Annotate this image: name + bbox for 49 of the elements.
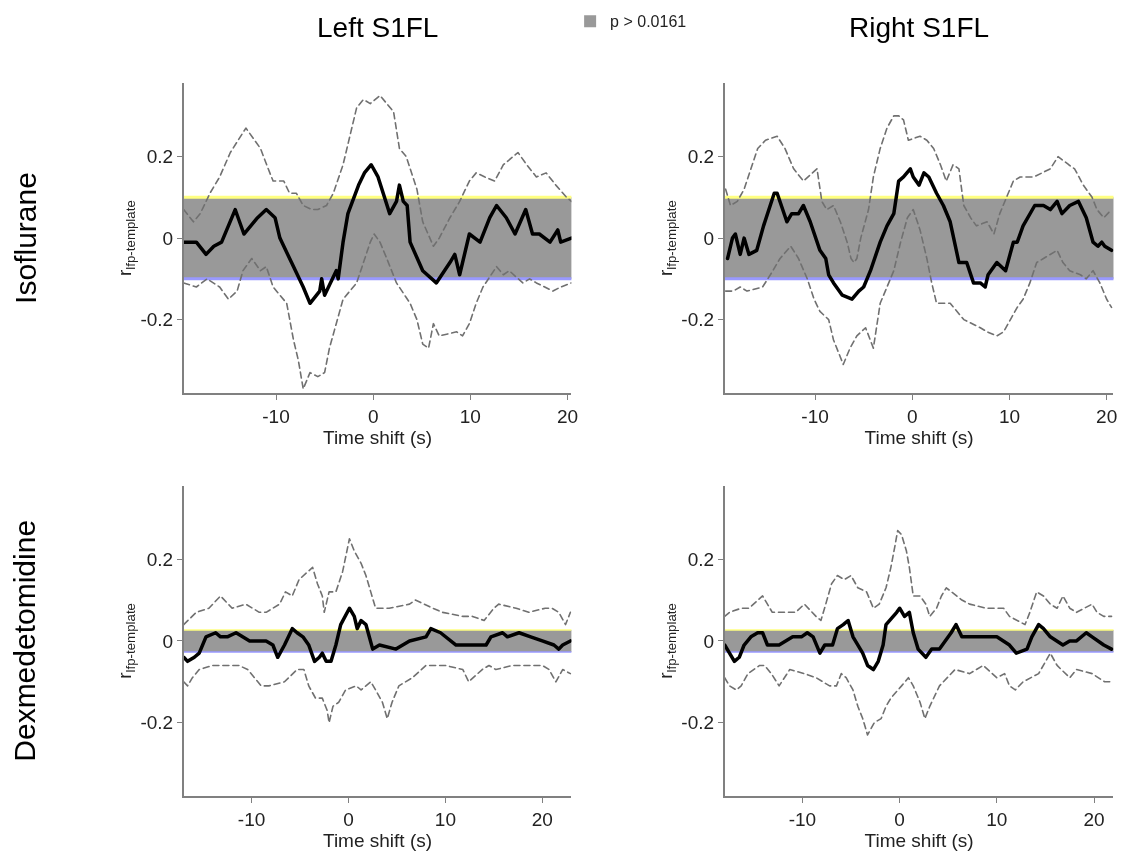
line-series	[183, 233, 572, 390]
chart-title: Right S1FL	[849, 12, 990, 43]
x-tick-label: 20	[531, 808, 553, 830]
line-series	[183, 94, 572, 248]
legend-label: p > 0.0161	[610, 13, 687, 31]
x-tick-label: 10	[434, 808, 456, 830]
x-tick-label: -10	[788, 808, 817, 830]
x-tick-label: 0	[343, 808, 354, 830]
line-series	[725, 167, 1114, 301]
x-tick-label: -10	[262, 405, 290, 427]
y-tick-label: -0.2	[140, 712, 174, 734]
x-axis-title: Time shift (s)	[323, 426, 433, 448]
line-series	[724, 115, 1113, 264]
x-axis-title: Time shift (s)	[864, 426, 974, 448]
x-tick-label: 0	[894, 808, 905, 830]
x-tick-label: 0	[367, 405, 379, 427]
line-series	[724, 652, 1113, 736]
line-series	[724, 208, 1113, 366]
line-series	[724, 606, 1114, 672]
x-tick-label: 20	[1083, 808, 1105, 830]
chart-title: Left S1FL	[317, 12, 439, 43]
text: Dexmedetomidine	[7, 519, 41, 762]
x-axis-title: Time shift (s)	[323, 829, 433, 851]
y-tick-label: 0	[703, 630, 715, 652]
x-axis-title: Time shift (s)	[864, 829, 974, 851]
y-tick-label: 0.2	[687, 146, 715, 168]
x-tick-label: 20	[556, 405, 579, 427]
line-series	[183, 664, 572, 724]
y-tick-label: 0.2	[687, 548, 715, 570]
y-tick-label: 0.2	[146, 548, 174, 570]
y-tick-label: 0	[703, 227, 715, 249]
x-tick-label: 10	[986, 808, 1008, 830]
line-series	[183, 162, 572, 306]
x-tick-label: -10	[237, 808, 266, 830]
y-tick-label: 0	[162, 630, 174, 652]
y-tick-label: 0	[162, 227, 174, 249]
x-tick-label: 10	[459, 405, 481, 427]
line-series	[183, 606, 572, 664]
x-tick-label: -10	[801, 405, 829, 427]
x-tick-label: 0	[906, 405, 918, 427]
line-series	[183, 537, 572, 626]
y-tick-label: -0.2	[140, 309, 174, 331]
x-tick-label: 20	[1096, 405, 1118, 427]
y-tick-label: 0.2	[146, 146, 174, 168]
line-series	[724, 529, 1113, 626]
text: Isoflurane	[8, 172, 42, 304]
y-tick-label: -0.2	[681, 309, 715, 331]
x-tick-label: 10	[998, 405, 1021, 427]
y-tick-label: -0.2	[681, 712, 715, 734]
